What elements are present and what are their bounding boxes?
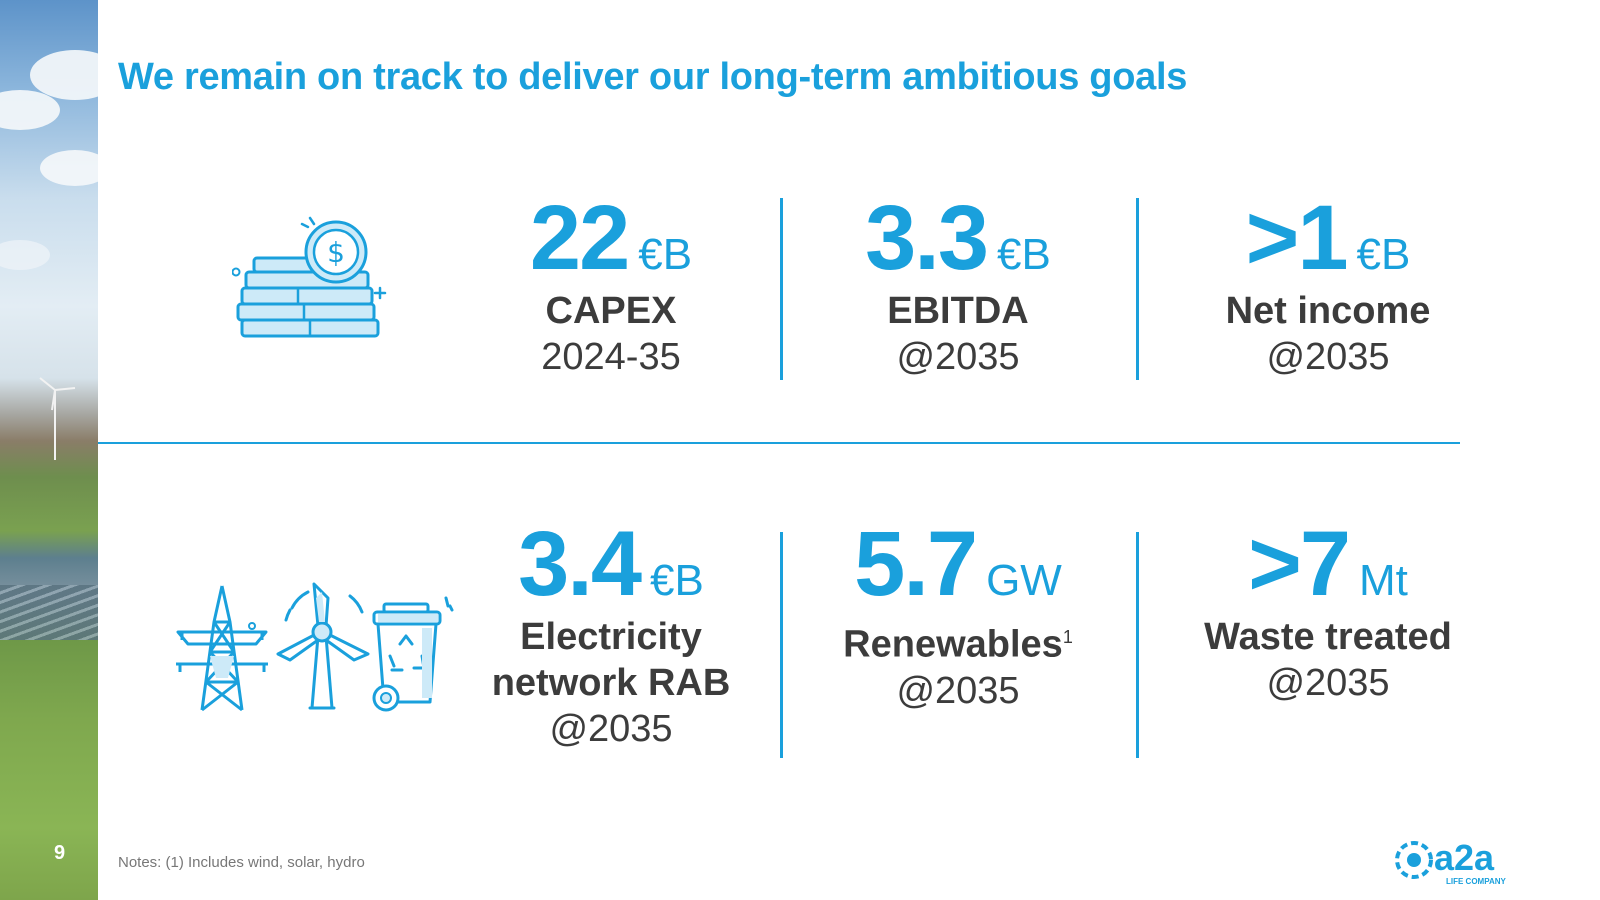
kpi-unit: Mt: [1359, 556, 1408, 605]
kpi-label: Net income: [1225, 290, 1431, 332]
kpi-subtitle: @2035: [1266, 662, 1390, 704]
page-title: We remain on track to deliver our long-t…: [118, 56, 1188, 98]
kpi-electricity-network-rab: 3.4 €B Electricity network RAB @2035: [470, 518, 752, 752]
kpi-label-text: Renewables: [843, 623, 1063, 666]
kpi-subtitle: @2035: [1266, 336, 1390, 378]
column-divider: [780, 198, 783, 380]
kpi-label: CAPEX: [545, 290, 677, 332]
power-pylon-icon: [176, 585, 268, 712]
kpi-net-income: >1 €B Net income @2035: [1166, 192, 1490, 380]
kpi-value: 3.3: [865, 187, 989, 289]
kpi-unit: GW: [986, 556, 1062, 605]
kpi-label: EBITDA: [887, 290, 1029, 332]
side-landscape-image: 9: [0, 0, 98, 900]
money-stack-icon: $: [232, 216, 387, 338]
wind-turbine-icon: [276, 582, 370, 710]
column-divider: [780, 532, 783, 758]
kpi-unit: €B: [997, 230, 1051, 279]
kpi-ebitda: 3.3 €B EBITDA @2035: [808, 192, 1108, 380]
kpi-label: Renewables1: [808, 614, 1108, 668]
page-number: 9: [54, 842, 66, 864]
kpi-renewables: 5.7 GW Renewables1 @2035: [808, 518, 1108, 714]
footnote-marker: 1: [1062, 627, 1073, 647]
kpi-unit: €B: [1356, 230, 1411, 279]
kpi-unit: €B: [638, 230, 693, 279]
kpi-subtitle: @2035: [549, 708, 673, 750]
svg-text:$: $: [327, 236, 345, 269]
recycling-bin-icon: [372, 596, 454, 712]
kpi-label-line1: Electricity: [520, 616, 702, 658]
logo-wordmark: a2a: [1434, 837, 1495, 878]
a2a-logo: a2a LIFE COMPANY: [1395, 837, 1507, 886]
kpi-value: >1: [1245, 187, 1349, 289]
kpi-unit: €B: [650, 556, 704, 605]
kpi-value: 3.4: [518, 513, 642, 615]
background-turbine-icon: [39, 377, 76, 460]
footnotes: Notes: (1) Includes wind, solar, hydro: [118, 854, 365, 871]
kpi-value: >7: [1248, 513, 1351, 615]
column-divider: [1136, 532, 1139, 758]
kpi-capex: 22 €B CAPEX 2024-35: [470, 192, 752, 380]
kpi-value: 5.7: [854, 513, 978, 615]
kpi-label: Waste treated: [1204, 616, 1452, 658]
logo-tagline: LIFE COMPANY: [1446, 877, 1507, 886]
column-divider: [1136, 198, 1139, 380]
kpi-subtitle: @2035: [896, 669, 1020, 712]
kpi-subtitle: @2035: [896, 336, 1020, 378]
row-divider: [98, 442, 1460, 444]
kpi-subtitle: 2024-35: [541, 336, 681, 378]
kpi-value: 22: [529, 187, 630, 289]
kpi-label-line2: network RAB: [491, 662, 731, 704]
kpi-waste-treated: >7 Mt Waste treated @2035: [1166, 518, 1490, 706]
